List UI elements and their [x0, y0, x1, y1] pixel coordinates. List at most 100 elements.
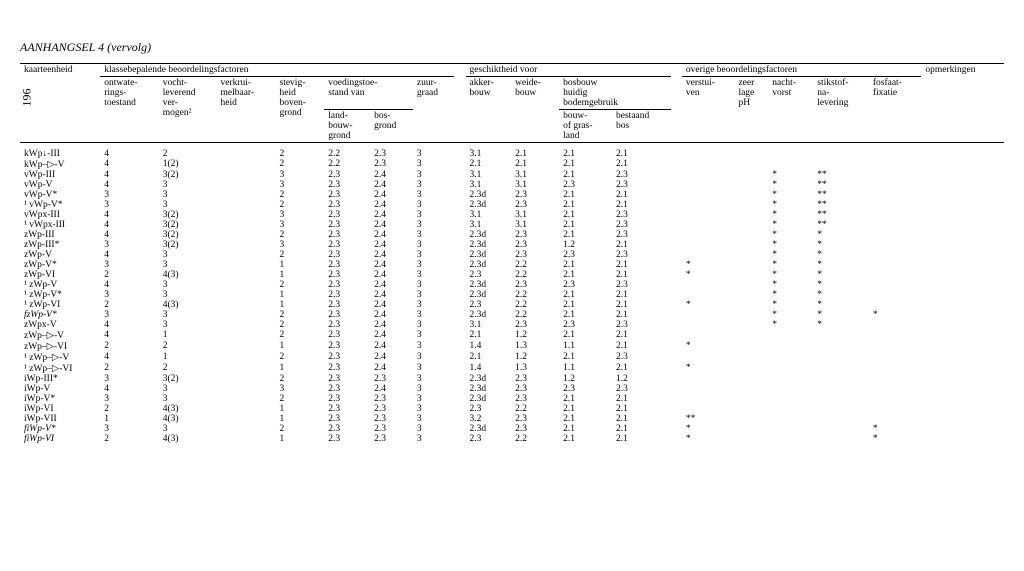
row-cell: 1	[276, 363, 325, 374]
row-cell	[813, 352, 869, 363]
row-cell: 2.3	[324, 404, 370, 414]
row-cell: 2.1	[559, 300, 612, 310]
row-cell: 2.1	[559, 200, 612, 210]
row-cell: 3	[100, 394, 159, 404]
appendix-continued: (vervolg)	[107, 40, 151, 54]
row-cell	[921, 363, 1004, 374]
row-cell	[921, 394, 1004, 404]
row-cell: *	[813, 280, 869, 290]
row-cell: 4	[100, 159, 159, 170]
row-cell: 2.3	[466, 270, 512, 280]
row-cell: 1.1	[559, 341, 612, 352]
row-cell	[682, 310, 735, 320]
row-cell: 3.1	[511, 210, 559, 220]
table-row: ¹ vWpx-III43(2)32.32.433.13.12.12.3***	[20, 220, 1004, 230]
table-row: iWp-V*3322.32.332.3d2.32.12.1	[20, 394, 1004, 404]
row-key: iWp-VI	[20, 404, 100, 414]
row-cell: 2	[276, 330, 325, 341]
row-cell: *	[682, 300, 735, 310]
row-cell: 2.3d	[466, 250, 512, 260]
table-row: zWpx-V4322.32.433.12.32.32.3**	[20, 320, 1004, 330]
row-cell	[682, 330, 735, 341]
row-cell	[734, 159, 768, 170]
row-cell: 2.3	[324, 170, 370, 180]
row-cell: *	[813, 270, 869, 280]
row-cell	[217, 352, 276, 363]
th-vocht: vocht- leverend ver- mogen²	[159, 77, 217, 143]
table-row: zWp-V*3312.32.432.3d2.22.12.1***	[20, 260, 1004, 270]
row-cell: 2.3	[612, 320, 671, 330]
row-cell: 3.1	[511, 180, 559, 190]
row-cell: 2.3	[324, 320, 370, 330]
row-cell	[671, 240, 682, 250]
row-cell	[869, 352, 922, 363]
row-cell: 2.3	[511, 280, 559, 290]
row-cell	[921, 220, 1004, 230]
row-cell	[217, 341, 276, 352]
row-cell	[671, 404, 682, 414]
row-cell: 1.2	[559, 374, 612, 384]
row-cell: *	[768, 210, 813, 220]
row-cell	[921, 200, 1004, 210]
row-cell	[869, 240, 922, 250]
row-cell: 3	[413, 374, 454, 384]
row-cell	[671, 310, 682, 320]
row-cell	[671, 352, 682, 363]
row-cell: 2.3	[324, 190, 370, 200]
table-row: ¹ zWp-V4322.32.432.3d2.32.32.3**	[20, 280, 1004, 290]
row-cell	[454, 190, 465, 200]
row-key: iWp-III*	[20, 374, 100, 384]
table-row: kWp↓-III4222.22.333.12.12.12.1	[20, 149, 1004, 159]
row-key: vWp-V*	[20, 190, 100, 200]
row-cell: 3	[100, 374, 159, 384]
row-cell: 3	[413, 180, 454, 190]
row-cell: 1.2	[511, 330, 559, 341]
row-cell	[921, 300, 1004, 310]
row-cell	[217, 149, 276, 159]
row-key: fiWp-V*	[20, 424, 100, 434]
row-cell: 2.4	[370, 341, 413, 352]
table-row: vWp-III43(2)32.32.433.13.12.12.3***	[20, 170, 1004, 180]
row-cell: 4	[100, 320, 159, 330]
row-cell	[734, 320, 768, 330]
row-cell: 2.3d	[466, 310, 512, 320]
row-cell: *	[813, 230, 869, 240]
row-cell: 2.4	[370, 170, 413, 180]
row-cell: 4	[100, 230, 159, 240]
row-cell: 1	[276, 341, 325, 352]
row-cell: 3	[159, 394, 217, 404]
row-cell: 3.1	[466, 320, 512, 330]
row-cell: 3.2	[466, 414, 512, 424]
table-row: ¹ zWp–▷-V4122.32.432.11.22.12.3	[20, 352, 1004, 363]
row-cell	[454, 434, 465, 444]
row-cell	[217, 220, 276, 230]
row-cell	[921, 180, 1004, 190]
row-cell	[734, 300, 768, 310]
row-cell: 2.3	[511, 250, 559, 260]
table-row: vWpx-III43(2)32.32.433.13.12.12.3***	[20, 210, 1004, 220]
row-cell: 3(2)	[159, 210, 217, 220]
row-cell: 3	[276, 384, 325, 394]
row-cell: 1.3	[511, 341, 559, 352]
row-cell: 2.3	[612, 220, 671, 230]
row-cell	[671, 414, 682, 424]
row-cell: 2.1	[559, 260, 612, 270]
row-cell	[813, 363, 869, 374]
row-cell: 2.3	[559, 250, 612, 260]
row-cell	[671, 210, 682, 220]
row-cell	[682, 280, 735, 290]
th-voeding: voedingstoe- stand van	[324, 77, 413, 110]
row-cell	[768, 374, 813, 384]
row-cell: 2.2	[324, 149, 370, 159]
row-cell	[734, 270, 768, 280]
row-cell	[768, 149, 813, 159]
row-cell	[217, 200, 276, 210]
row-cell: 2.1	[612, 394, 671, 404]
row-key: zWp-III	[20, 230, 100, 240]
row-cell	[217, 320, 276, 330]
row-cell: 3	[276, 240, 325, 250]
row-cell: 2.2	[511, 404, 559, 414]
row-cell	[869, 330, 922, 341]
row-cell: *	[768, 180, 813, 190]
row-cell	[217, 414, 276, 424]
